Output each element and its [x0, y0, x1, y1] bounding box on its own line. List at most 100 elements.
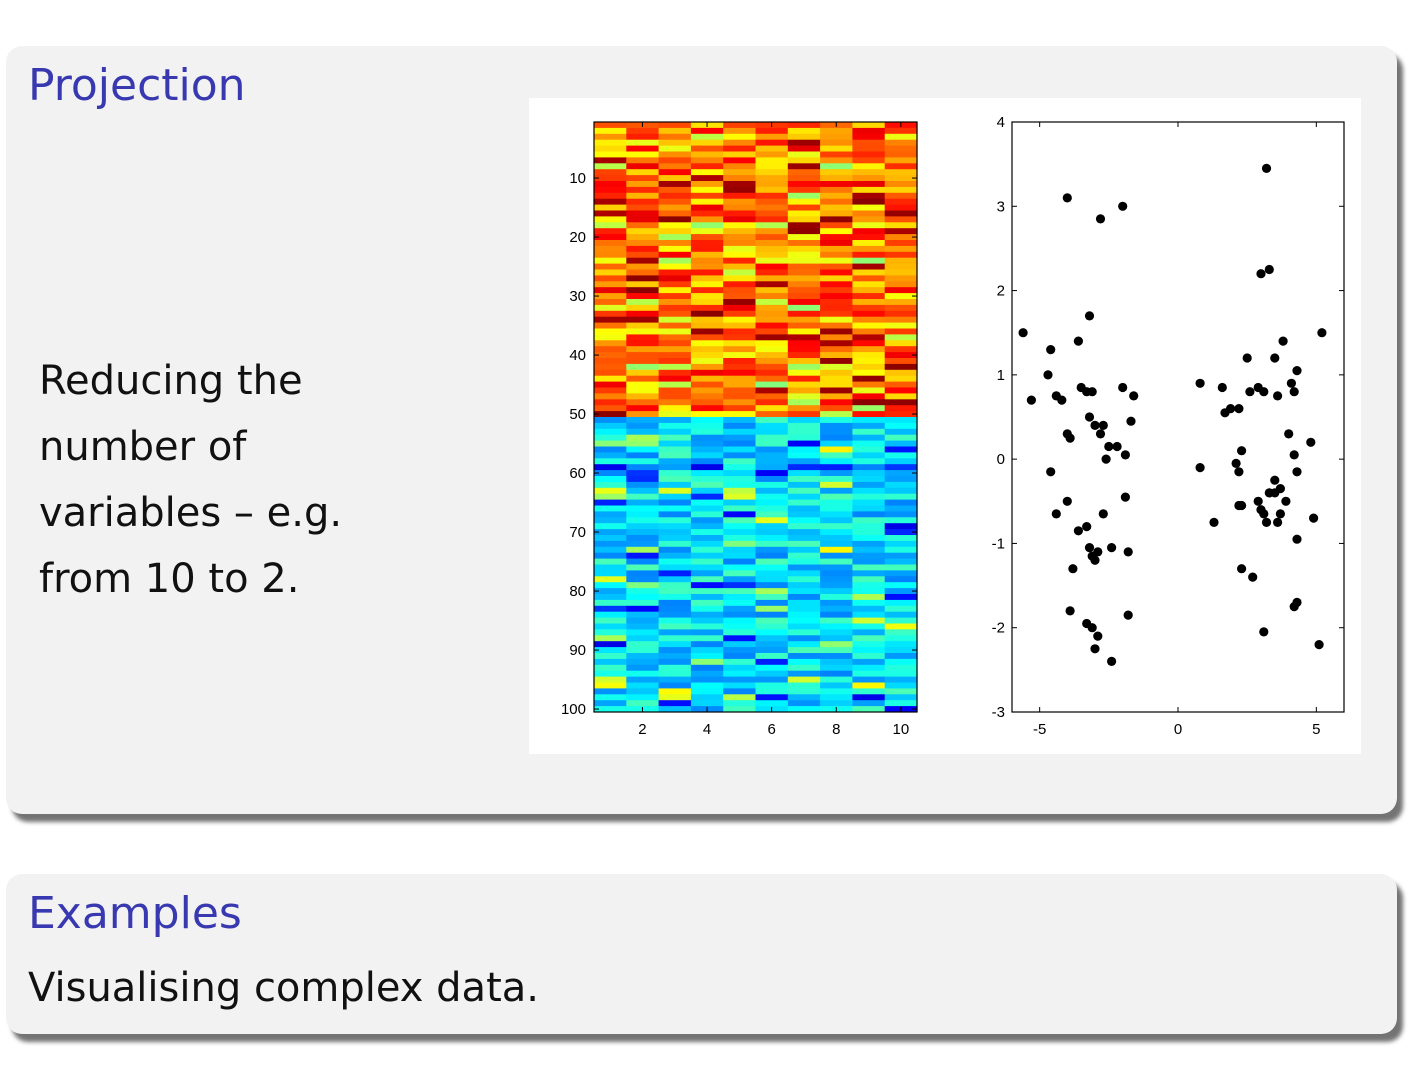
heatmap-cell [594, 523, 627, 530]
heatmap-cell [884, 399, 918, 406]
heatmap-cell [820, 676, 853, 683]
heatmap-cell [852, 375, 886, 382]
scatter-point [1098, 509, 1108, 519]
scatter-point [1084, 311, 1095, 321]
heatmap-cell [820, 405, 853, 412]
heatmap-cell [626, 452, 660, 459]
heatmap-cell [820, 641, 853, 648]
heatmap-cell [787, 517, 821, 524]
heatmap-cell [626, 605, 660, 613]
heatmap-cell [658, 658, 692, 666]
heatmap-cell [852, 281, 886, 288]
heatmap-cell [690, 588, 724, 595]
heatmap-cell [755, 422, 789, 430]
heatmap-cell [820, 682, 853, 689]
heatmap-cell [884, 523, 918, 530]
scatter-point [1195, 463, 1205, 473]
heatmap-cell [787, 169, 821, 176]
heatmap-cell [852, 269, 886, 276]
heatmap-cell [755, 505, 789, 512]
heatmap-cell [884, 647, 918, 654]
heatmap-cell [755, 169, 789, 176]
heatmap-cell [658, 529, 692, 536]
heatmap-cell [723, 582, 757, 589]
heatmap-cell [852, 192, 886, 200]
heatmap-cell [723, 452, 757, 459]
heatmap-cell [884, 558, 918, 565]
scatter-point [1095, 214, 1106, 224]
heatmap-cell [884, 358, 918, 365]
heatmap-cell [690, 399, 724, 406]
heatmap-cell [626, 399, 660, 406]
heatmap-cell [723, 352, 757, 359]
heatmap-cell [658, 405, 692, 412]
heatmap-cell [690, 523, 724, 530]
heatmap-cell [820, 275, 853, 282]
heatmap-cell [852, 558, 886, 565]
heatmap-cell [755, 299, 789, 306]
heatmap-cell [626, 375, 660, 382]
heatmap-cell [723, 658, 757, 666]
heatmap-cell [690, 334, 724, 341]
heatmap-cell [755, 222, 789, 229]
heatmap-cell [884, 481, 918, 489]
heatmap-cell [755, 417, 789, 424]
heatmap-cell [787, 505, 821, 512]
heatmap-cell [690, 617, 724, 624]
heatmap-cell [852, 564, 886, 571]
heatmap-cell [755, 251, 789, 259]
heatmap-cell [658, 411, 692, 418]
heatmap-cell [690, 700, 724, 707]
heatmap-cell [755, 428, 789, 436]
heatmap-cell [884, 281, 918, 288]
heatmap-cell [755, 275, 789, 282]
heatmap-cell [723, 594, 757, 601]
heatmap-cell [723, 641, 757, 648]
heatmap-cell [594, 346, 627, 353]
heatmap-cell [690, 422, 724, 430]
heatmap-cell [594, 617, 627, 624]
heatmap-cell [723, 517, 757, 524]
heatmap-cell [723, 647, 757, 654]
heatmap-cell [787, 210, 821, 217]
heatmap-cell [658, 263, 692, 270]
heatmap-cell [787, 658, 821, 666]
heatmap-cell [755, 399, 789, 406]
heatmap-cell [658, 434, 692, 441]
heatmap-cell [852, 210, 886, 217]
heatmap-cell [690, 181, 724, 188]
heatmap-cell [723, 269, 757, 276]
scatter-point [1018, 328, 1028, 338]
heatmap-cell [755, 139, 789, 146]
heatmap-cell [852, 540, 886, 548]
heatmap-cell [884, 617, 918, 624]
heatmap-cell [787, 251, 821, 259]
heatmap-cell [594, 664, 627, 672]
heatmap-cell [820, 281, 853, 288]
heatmap-cell [690, 299, 724, 306]
heatmap-cell [884, 334, 918, 341]
heatmap-cell [626, 269, 660, 276]
heatmap-cell [658, 281, 692, 288]
heatmap-cell [658, 340, 692, 347]
heatmap-cell [626, 157, 660, 164]
heatmap-cell [658, 157, 692, 164]
heatmap-cell [658, 151, 692, 158]
scatter-point [1087, 623, 1097, 633]
heatmap-cell [884, 157, 918, 164]
scatter-point [1120, 450, 1130, 460]
heatmap-cell [852, 464, 886, 471]
heatmap-cell [658, 540, 692, 548]
heatmap-cell [884, 535, 918, 542]
heatmap-cell [755, 387, 789, 394]
scatter-point [1226, 404, 1236, 414]
heatmap-cell [787, 523, 821, 530]
heatmap-y-tick-label: 40 [569, 347, 586, 364]
heatmap-cell [723, 464, 757, 471]
heatmap-cell [884, 411, 918, 418]
heatmap-cell [787, 151, 821, 158]
heatmap-cell [723, 204, 757, 211]
heatmap-cell [787, 304, 821, 312]
heatmap-cell [852, 523, 886, 530]
heatmap-cell [787, 263, 821, 270]
